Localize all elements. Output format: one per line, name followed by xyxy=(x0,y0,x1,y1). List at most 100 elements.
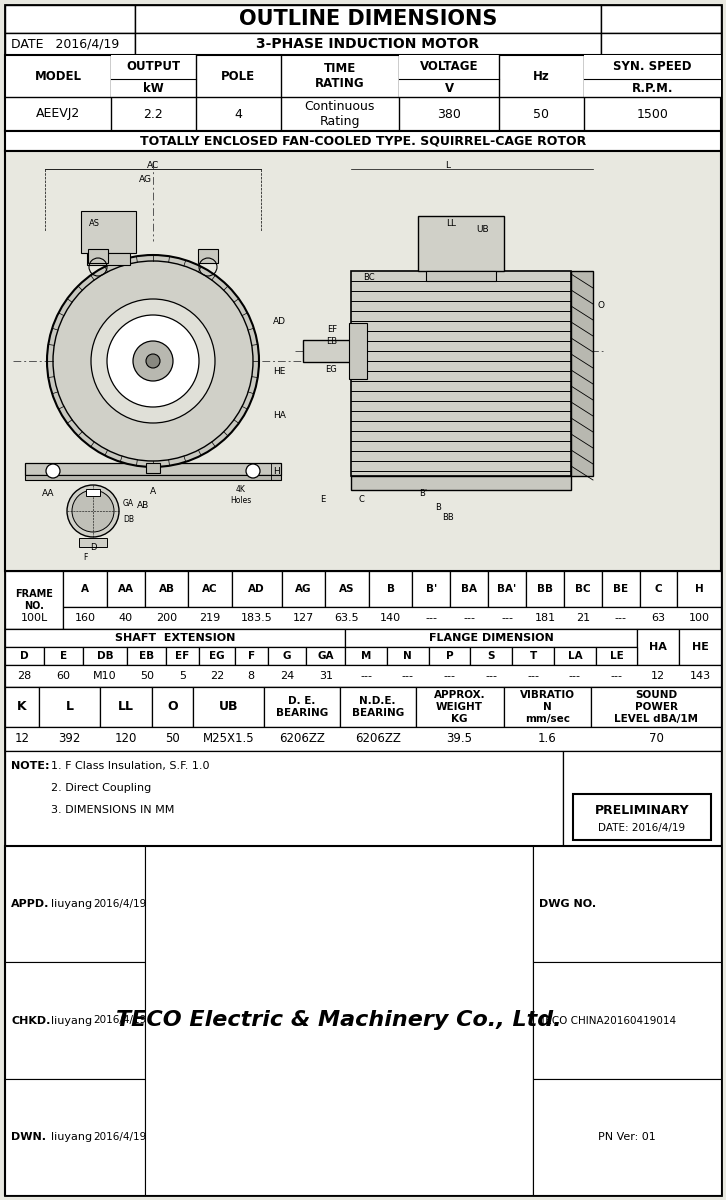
Text: GA: GA xyxy=(123,498,134,508)
Text: SOUND
POWER
LEVEL dBA/1M: SOUND POWER LEVEL dBA/1M xyxy=(614,690,698,724)
Text: M: M xyxy=(361,650,371,661)
Text: EG: EG xyxy=(209,650,224,661)
Text: S: S xyxy=(488,650,495,661)
Text: E: E xyxy=(60,650,67,661)
Text: FRAME
NO.: FRAME NO. xyxy=(15,589,53,611)
Bar xyxy=(268,647,306,665)
Text: AS: AS xyxy=(339,584,355,594)
Bar xyxy=(584,55,721,79)
Text: ---: --- xyxy=(501,613,513,623)
Text: kW: kW xyxy=(143,82,164,95)
Text: ---: --- xyxy=(360,671,372,680)
Bar xyxy=(533,846,721,962)
Bar xyxy=(325,571,369,607)
Text: OUTPUT: OUTPUT xyxy=(126,60,181,73)
Bar xyxy=(470,647,512,665)
Text: APPROX.
WEIGHT
KG: APPROX. WEIGHT KG xyxy=(433,690,486,724)
Bar xyxy=(193,686,264,727)
Text: ---: --- xyxy=(463,613,476,623)
Text: AA: AA xyxy=(42,490,54,498)
Text: F: F xyxy=(83,552,87,562)
Bar xyxy=(5,131,721,151)
Text: TIME
RATING: TIME RATING xyxy=(315,62,364,90)
Text: AC: AC xyxy=(203,584,218,594)
Bar xyxy=(135,5,601,32)
Bar xyxy=(5,727,721,751)
Text: 24: 24 xyxy=(280,671,294,680)
Text: H: H xyxy=(695,584,703,594)
Text: 2016/4/19: 2016/4/19 xyxy=(93,1015,146,1026)
Text: liuyang: liuyang xyxy=(51,1015,92,1026)
Text: GA: GA xyxy=(317,650,334,661)
Bar xyxy=(351,476,571,490)
Bar xyxy=(87,253,130,265)
Bar xyxy=(100,686,152,727)
Text: 2.2: 2.2 xyxy=(144,108,163,120)
Text: AD: AD xyxy=(273,317,286,325)
Bar xyxy=(369,571,412,607)
Bar xyxy=(5,1079,145,1195)
Text: M10: M10 xyxy=(93,671,117,680)
Text: L: L xyxy=(66,701,74,714)
Bar xyxy=(504,686,592,727)
Text: ---: --- xyxy=(568,671,581,680)
Bar xyxy=(601,32,721,55)
Text: MODEL: MODEL xyxy=(35,70,81,83)
Text: AG: AG xyxy=(295,584,311,594)
Text: ---: --- xyxy=(485,671,497,680)
Bar xyxy=(418,216,504,271)
Text: DWG NO.: DWG NO. xyxy=(539,899,596,910)
Text: 380: 380 xyxy=(437,108,461,120)
Bar xyxy=(677,571,721,607)
Circle shape xyxy=(133,341,173,382)
Text: EG: EG xyxy=(325,365,337,373)
Text: H: H xyxy=(273,467,280,476)
Bar xyxy=(282,571,325,607)
Text: A: A xyxy=(150,486,156,496)
Text: AB: AB xyxy=(137,500,149,510)
Text: 2016/4/19: 2016/4/19 xyxy=(93,1132,146,1142)
Text: FLANGE DIMENSION: FLANGE DIMENSION xyxy=(429,634,554,643)
Bar xyxy=(592,686,721,727)
Circle shape xyxy=(53,260,253,461)
Bar xyxy=(39,686,100,727)
Text: N.D.E.
BEARING: N.D.E. BEARING xyxy=(351,696,404,718)
Text: LL: LL xyxy=(446,220,456,228)
Bar xyxy=(232,571,282,607)
Text: 40: 40 xyxy=(119,613,133,623)
Text: D: D xyxy=(20,650,29,661)
Text: 100: 100 xyxy=(689,613,710,623)
Text: 6206ZZ: 6206ZZ xyxy=(355,732,401,745)
Bar xyxy=(111,55,196,79)
Text: TECO Electric & Machinery Co., Ltd.: TECO Electric & Machinery Co., Ltd. xyxy=(116,1010,562,1031)
Bar xyxy=(526,571,564,607)
Circle shape xyxy=(146,354,160,368)
Text: Hz: Hz xyxy=(533,70,550,83)
Bar xyxy=(127,647,166,665)
Text: HE: HE xyxy=(273,366,285,376)
Text: E: E xyxy=(320,496,326,504)
Text: F: F xyxy=(248,650,255,661)
Text: 60: 60 xyxy=(56,671,70,680)
Text: R.P.M.: R.P.M. xyxy=(632,82,673,95)
Bar xyxy=(303,340,353,362)
Bar xyxy=(63,607,721,629)
Bar xyxy=(596,647,637,665)
Bar xyxy=(399,79,499,97)
Text: L: L xyxy=(446,161,451,169)
Bar xyxy=(564,571,602,607)
Text: 22: 22 xyxy=(210,671,224,680)
Text: 3-PHASE INDUCTION MOTOR: 3-PHASE INDUCTION MOTOR xyxy=(256,37,480,50)
Text: A: A xyxy=(81,584,89,594)
Text: APPD.: APPD. xyxy=(11,899,49,910)
Text: ---: --- xyxy=(401,671,414,680)
Bar xyxy=(571,271,593,476)
Text: CHKD.: CHKD. xyxy=(11,1015,50,1026)
Text: 50: 50 xyxy=(165,732,180,745)
Text: DB: DB xyxy=(123,515,134,523)
Text: N: N xyxy=(404,650,412,661)
Bar xyxy=(345,647,387,665)
Text: 28: 28 xyxy=(17,671,31,680)
Text: AB: AB xyxy=(158,584,174,594)
Text: 160: 160 xyxy=(75,613,96,623)
